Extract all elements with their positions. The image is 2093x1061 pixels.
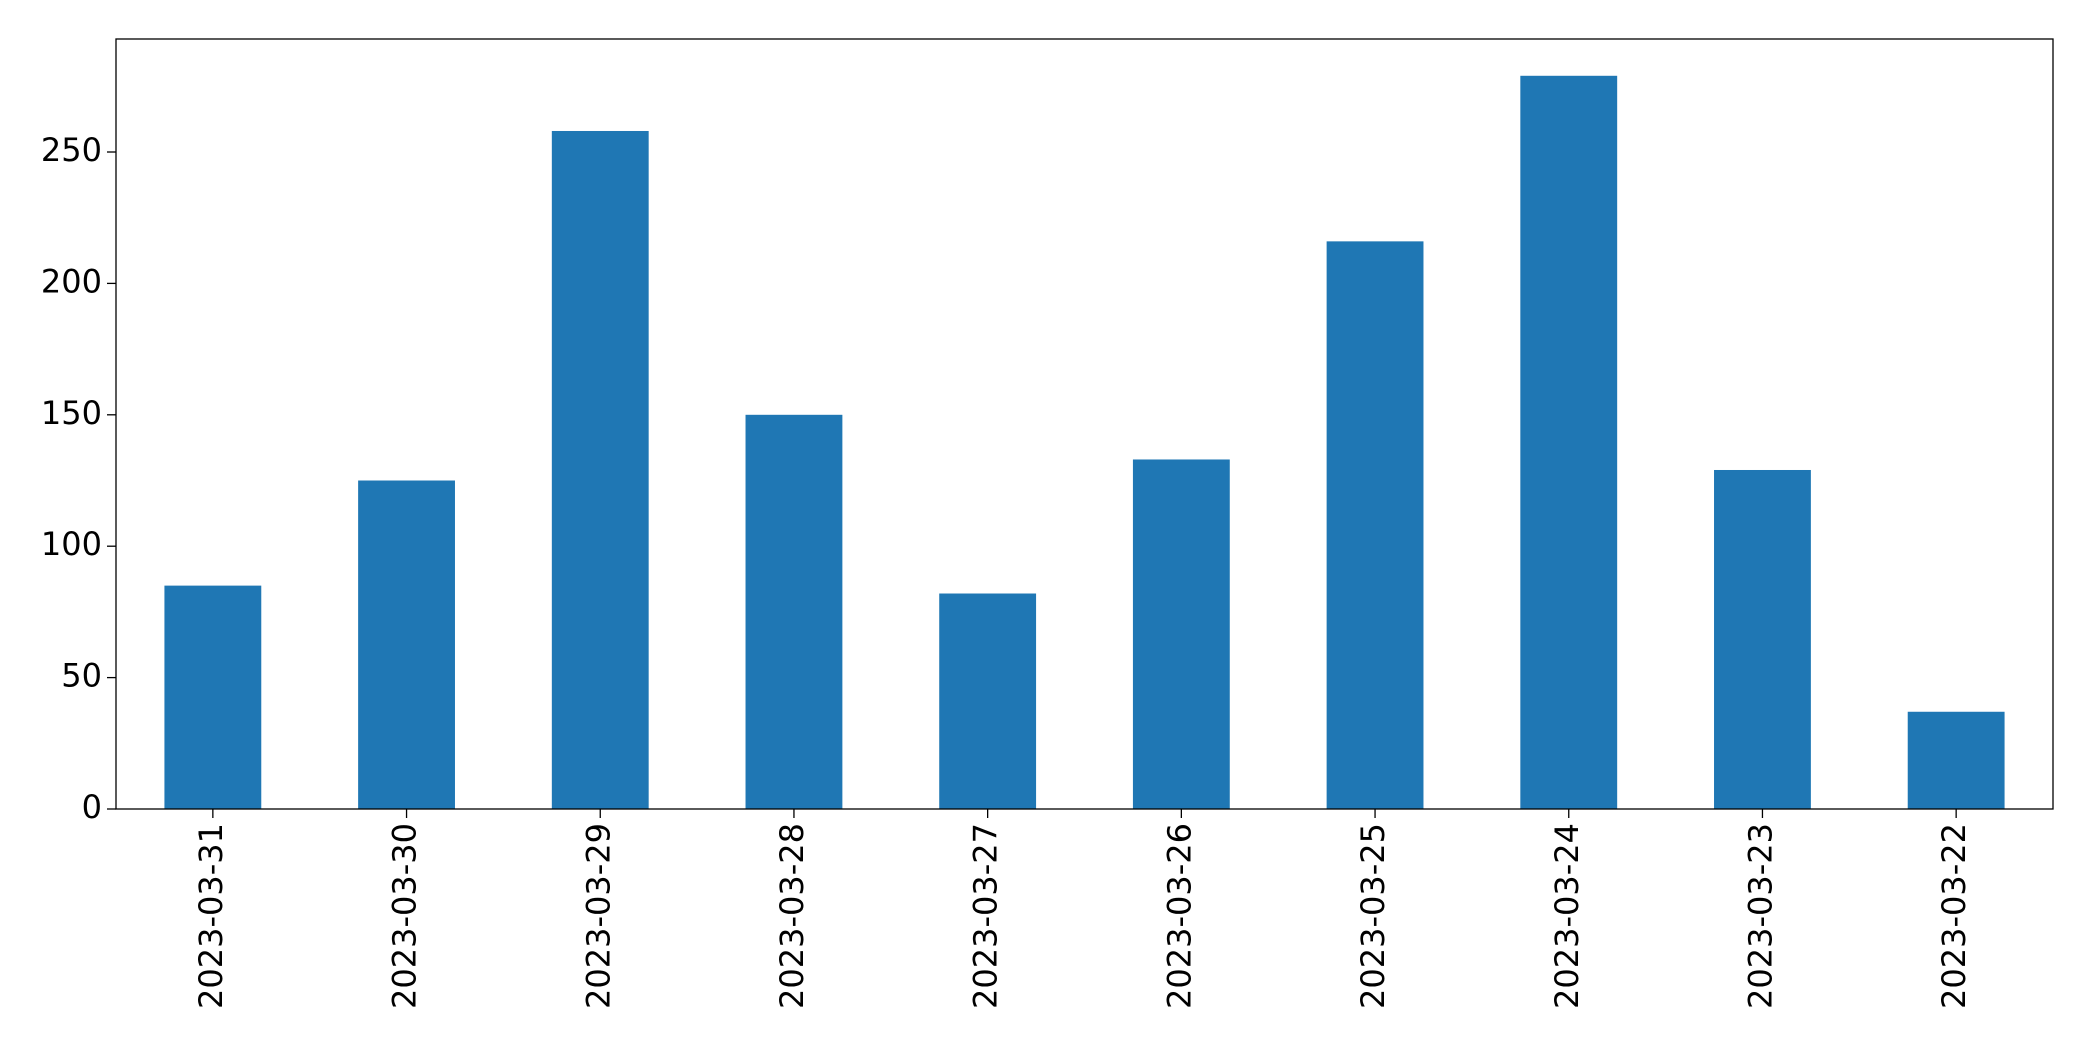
bar <box>1714 469 1811 809</box>
bar <box>939 593 1037 809</box>
bar <box>164 585 262 809</box>
x-tick-label: 2023-03-31 <box>192 823 230 1009</box>
x-tick-label: 2023-03-23 <box>1741 823 1779 1009</box>
y-tick-label: 250 <box>41 131 102 169</box>
x-tick-label: 2023-03-29 <box>579 823 617 1009</box>
x-tick-label: 2023-03-25 <box>1354 823 1392 1009</box>
bar <box>1907 711 2005 809</box>
y-tick-label: 200 <box>41 262 102 300</box>
bar <box>1520 75 1618 809</box>
plot-frame <box>115 38 2054 810</box>
y-tick-label: 100 <box>41 525 102 563</box>
y-tick-label: 0 <box>82 788 102 826</box>
y-tick-label: 50 <box>61 657 102 695</box>
x-tick-label: 2023-03-30 <box>386 823 424 1009</box>
bar <box>1326 241 1424 809</box>
bar <box>551 130 649 810</box>
bar <box>745 414 843 809</box>
bar <box>358 480 455 809</box>
x-tick-label: 2023-03-28 <box>773 823 811 1009</box>
x-tick-label: 2023-03-27 <box>967 823 1005 1009</box>
x-tick-label: 2023-03-26 <box>1160 823 1198 1009</box>
bar <box>1132 459 1230 809</box>
y-tick-label: 150 <box>41 394 102 432</box>
x-tick-label: 2023-03-24 <box>1548 823 1586 1009</box>
x-tick-label: 2023-03-22 <box>1935 823 1973 1009</box>
